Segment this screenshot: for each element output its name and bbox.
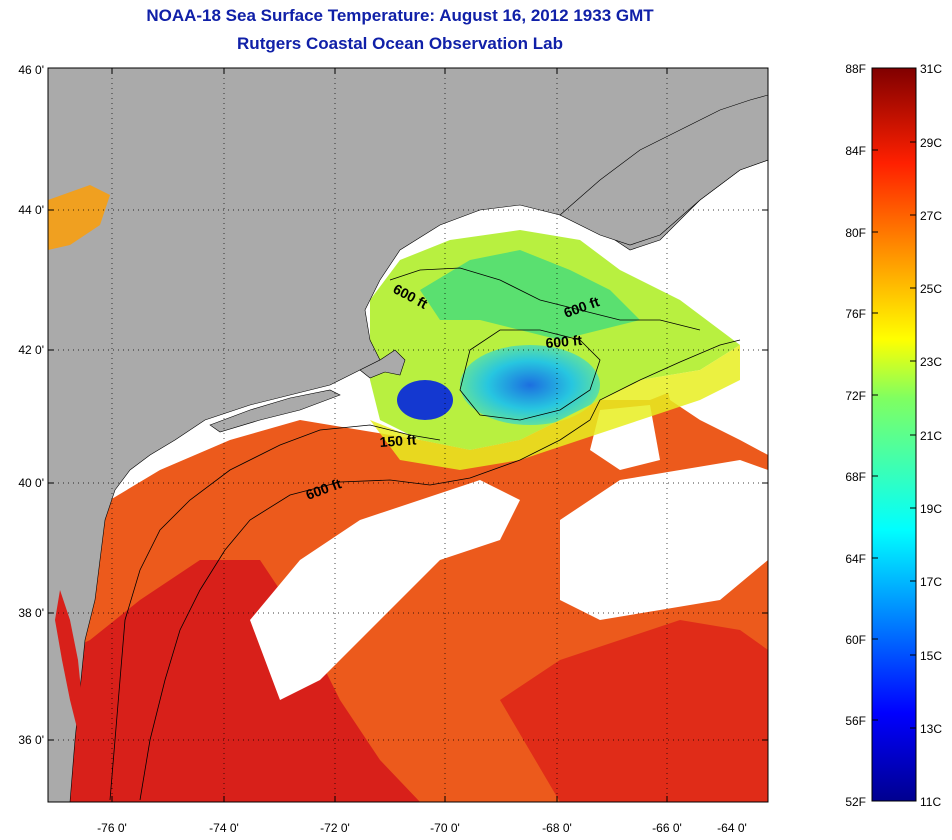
contour-600ft-southern <box>139 339 741 801</box>
colorbar-f-label: 88F <box>845 62 866 76</box>
longitude-ticks <box>111 68 668 802</box>
colorbar-c-label: 19C <box>920 502 942 516</box>
contour-label: 150 ft <box>379 431 417 450</box>
lat-tick-label: 42 0' <box>18 343 44 357</box>
lake-ontario-shelf <box>48 185 110 250</box>
hot-water-region <box>48 560 420 802</box>
latitude-axis: 46 0' 44 0' 42 0' 40 0' 38 0' 36 0' <box>18 63 44 747</box>
colorbar-ticks <box>872 141 916 729</box>
colorbar-c-label: 29C <box>920 136 942 150</box>
colorbar-f-label: 52F <box>845 795 866 809</box>
hot-water-patch <box>500 620 768 802</box>
contour-label: 600 ft <box>545 332 583 351</box>
colorbar-f-label: 60F <box>845 633 866 647</box>
colorbar: 88F 84F 80F 76F 72F 68F 64F 60F 56F 52F … <box>845 62 942 809</box>
colorbar-c-label: 27C <box>920 209 942 223</box>
land-long-island <box>209 389 341 433</box>
chesapeake-bay <box>55 590 82 740</box>
contour-600ft-gulf <box>389 267 701 331</box>
gridlines <box>48 68 768 802</box>
longitude-axis: -76 0' -74 0' -72 0' -70 0' -68 0' -66 0… <box>97 821 747 835</box>
colorbar-f-label: 56F <box>845 714 866 728</box>
lon-tick-label: -66 0' <box>652 821 682 835</box>
lon-tick-label: -74 0' <box>209 821 239 835</box>
lat-tick-label: 44 0' <box>18 203 44 217</box>
land-cape-cod <box>359 349 406 379</box>
map-frame <box>47 67 769 803</box>
colorbar-f-label: 64F <box>845 552 866 566</box>
land-nova-scotia <box>559 94 768 246</box>
lat-tick-label: 46 0' <box>18 63 44 77</box>
colorbar-f-label: 84F <box>845 144 866 158</box>
cloud-gap <box>560 460 768 620</box>
lat-tick-label: 40 0' <box>18 476 44 490</box>
lon-tick-label: -72 0' <box>320 821 350 835</box>
lon-tick-label: -76 0' <box>97 821 127 835</box>
colorbar-scale <box>871 67 917 802</box>
colorbar-f-label: 76F <box>845 307 866 321</box>
colorbar-f-label: 72F <box>845 389 866 403</box>
colorbar-c-label: 13C <box>920 722 942 736</box>
cloud-gap <box>250 480 520 700</box>
map-title: NOAA-18 Sea Surface Temperature: August … <box>146 6 654 25</box>
lat-tick-label: 38 0' <box>18 606 44 620</box>
colorbar-f-label: 68F <box>845 470 866 484</box>
colorbar-c-label: 15C <box>920 649 942 663</box>
colorbar-f-label: 80F <box>845 226 866 240</box>
colorbar-c-label: 25C <box>920 282 942 296</box>
colorbar-c-label: 23C <box>920 355 942 369</box>
map-area <box>48 68 768 802</box>
cool-pool-georges-bank <box>460 345 600 425</box>
colorbar-c-label: 11C <box>920 795 941 809</box>
cold-spot-nantucket <box>397 380 453 420</box>
lon-tick-label: -70 0' <box>430 821 460 835</box>
colorbar-c-label: 31C <box>920 62 942 76</box>
contour-150ft <box>109 424 441 801</box>
lon-tick-label: -68 0' <box>542 821 572 835</box>
map-subtitle: Rutgers Coastal Ocean Observation Lab <box>237 34 563 53</box>
lon-tick-label: -64 0' <box>717 821 747 835</box>
yellow-water-band <box>370 345 740 470</box>
lat-tick-label: 36 0' <box>18 733 44 747</box>
colorbar-c-label: 17C <box>920 575 942 589</box>
colorbar-c-label: 21C <box>920 429 942 443</box>
latitude-ticks <box>48 209 768 741</box>
contour-georges-bank <box>459 329 601 421</box>
